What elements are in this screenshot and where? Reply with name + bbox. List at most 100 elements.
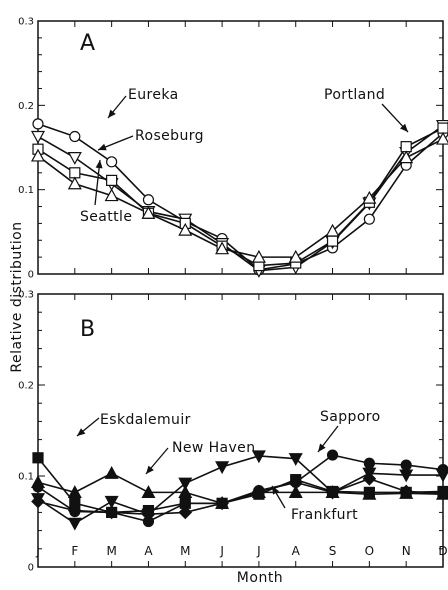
y-tick-label: 0.2 bbox=[18, 381, 34, 392]
data-point-triangle-down bbox=[104, 495, 119, 509]
y-tick-label: 0.3 bbox=[18, 290, 34, 301]
data-point-triangle-down bbox=[215, 461, 230, 475]
data-point-triangle-up bbox=[67, 485, 82, 498]
plot-frame bbox=[37, 293, 444, 568]
data-point-circle bbox=[106, 156, 118, 168]
data-point-triangle-down bbox=[141, 508, 156, 522]
data-point-triangle-down bbox=[251, 450, 266, 464]
panel-b-label: B bbox=[80, 317, 95, 342]
x-tick-label: O bbox=[365, 544, 374, 558]
x-tick-label: S bbox=[329, 544, 337, 558]
data-point-circle bbox=[290, 476, 302, 488]
panel-a: A Eureka Roseburg Portland Seattle 0 0.1 0… bbox=[18, 17, 448, 281]
data-point-circle bbox=[69, 130, 81, 143]
data-point-triangle-up bbox=[178, 485, 193, 498]
data-point-triangle-down bbox=[67, 517, 82, 531]
data-point-triangle-down bbox=[399, 469, 414, 483]
data-point-triangle-up bbox=[288, 485, 303, 498]
series-line bbox=[37, 455, 443, 525]
data-point-circle bbox=[106, 506, 118, 519]
data-point-circle bbox=[142, 194, 155, 206]
arrow-head bbox=[98, 143, 107, 151]
data-point-circle bbox=[69, 505, 81, 518]
data-point-triangle-up bbox=[325, 223, 340, 237]
data-point-triangle-up bbox=[362, 486, 377, 500]
data-point-diamond bbox=[178, 505, 193, 520]
y-axis-title: Relative distribution bbox=[9, 221, 25, 372]
data-point-circle bbox=[32, 481, 44, 493]
series-line bbox=[37, 123, 444, 271]
arrow-head bbox=[272, 486, 280, 495]
x-tick-label: M bbox=[106, 544, 116, 558]
series-line bbox=[37, 454, 444, 523]
data-point-diamond bbox=[436, 486, 448, 501]
data-point-triangle-down bbox=[362, 467, 377, 481]
data-point-triangle-up bbox=[435, 131, 448, 145]
data-point-square bbox=[437, 122, 448, 134]
x-tick-label: F bbox=[71, 544, 78, 558]
data-point-circle bbox=[216, 497, 228, 509]
annotation-seattle: Seattle bbox=[80, 209, 132, 225]
arrow-head bbox=[399, 123, 408, 132]
data-point-circle bbox=[363, 457, 375, 469]
y-tick-label: 0.3 bbox=[18, 17, 34, 28]
data-point-square bbox=[32, 452, 44, 464]
data-point-triangle-up bbox=[251, 249, 266, 263]
annotation-eskdalemuir: Eskdalemuir bbox=[100, 412, 191, 428]
series-line bbox=[37, 457, 444, 514]
data-point-circle bbox=[179, 497, 191, 509]
data-point-triangle-up bbox=[141, 206, 156, 219]
x-tick-label: A bbox=[292, 544, 301, 558]
x-tick-label: N bbox=[402, 544, 411, 558]
data-point-triangle-down bbox=[178, 477, 193, 491]
annotation-roseburg: Roseburg bbox=[135, 128, 204, 144]
data-point-triangle-up bbox=[30, 148, 46, 162]
data-point-square bbox=[69, 167, 81, 179]
x-tick-label: M bbox=[180, 544, 190, 558]
data-point-circle bbox=[326, 449, 339, 461]
series-line bbox=[37, 124, 444, 272]
data-point-square bbox=[400, 141, 412, 153]
data-point-triangle-down bbox=[288, 453, 303, 466]
y-tick-label: 0 bbox=[28, 270, 34, 281]
data-point-triangle-up bbox=[215, 241, 230, 255]
x-axis-title: Month bbox=[237, 570, 283, 586]
y-tick-label: 0 bbox=[28, 563, 34, 574]
y-tick-label: 0.1 bbox=[18, 472, 34, 483]
data-point-triangle-up bbox=[362, 190, 377, 204]
plot-frame bbox=[37, 20, 444, 275]
data-point-triangle-up bbox=[104, 188, 119, 202]
data-point-circle bbox=[400, 459, 412, 471]
arrow-head bbox=[95, 160, 103, 169]
annotation-eureka: Eureka bbox=[128, 87, 179, 103]
data-point-diamond bbox=[399, 484, 414, 499]
series-line bbox=[37, 127, 444, 267]
panel-b: B Eskdalemuir New Haven Sapporo Frankfur… bbox=[9, 221, 448, 586]
panel-a-label: A bbox=[80, 31, 95, 56]
arrow-head bbox=[146, 465, 154, 474]
data-point-triangle-up bbox=[288, 249, 303, 263]
data-point-triangle-up bbox=[399, 150, 414, 164]
annotation-sapporo: Sapporo bbox=[320, 409, 381, 425]
data-point-triangle-down bbox=[30, 493, 46, 507]
arrow-head bbox=[318, 443, 326, 452]
data-point-circle bbox=[32, 118, 44, 130]
data-point-circle bbox=[363, 213, 375, 225]
y-tick-label: 0.2 bbox=[18, 101, 34, 112]
data-point-triangle-up bbox=[141, 485, 156, 498]
annotation-frankfurt: Frankfurt bbox=[291, 507, 358, 523]
data-point-triangle-up bbox=[104, 466, 119, 479]
y-tick-label: 0.1 bbox=[18, 185, 34, 196]
data-point-triangle-down bbox=[325, 486, 340, 500]
data-point-triangle-down bbox=[435, 469, 448, 483]
arrow-head bbox=[108, 109, 116, 118]
data-point-triangle-down bbox=[30, 130, 46, 144]
series-line bbox=[37, 138, 444, 258]
data-point-square bbox=[106, 174, 118, 186]
data-point-circle bbox=[253, 484, 265, 497]
x-tick-label: J bbox=[256, 544, 261, 558]
annotation-new-haven: New Haven bbox=[172, 440, 255, 456]
x-tick-label: A bbox=[144, 544, 153, 558]
data-point-triangle-up bbox=[178, 222, 193, 236]
